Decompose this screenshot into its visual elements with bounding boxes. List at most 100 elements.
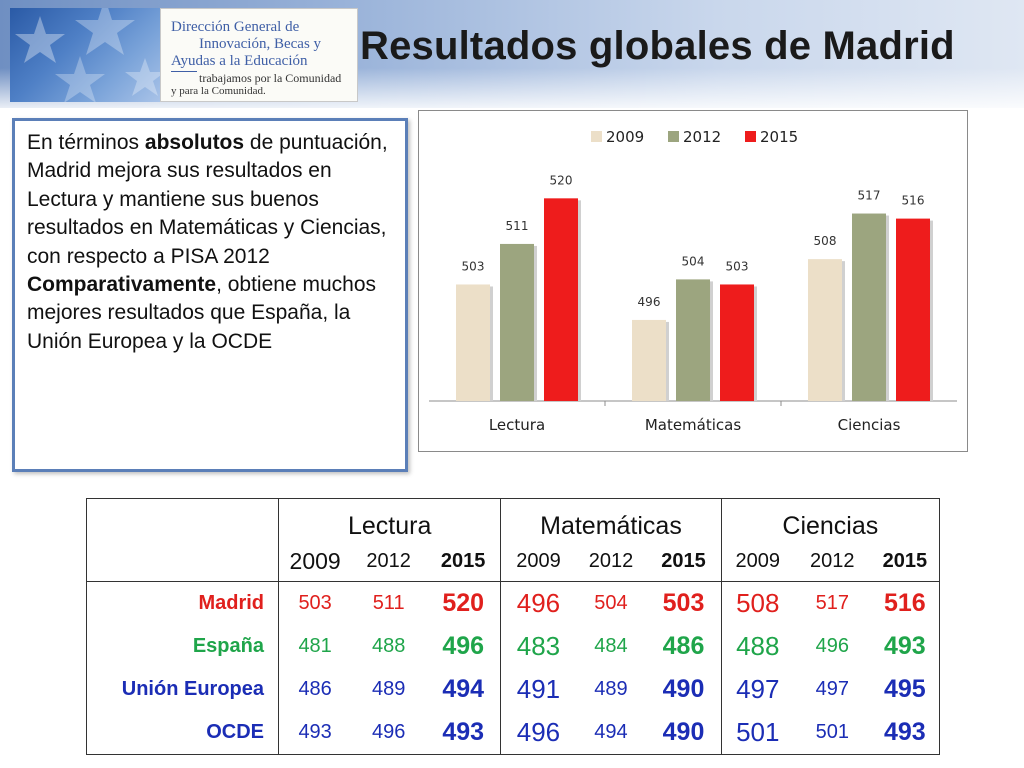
- table-year-header: 2012: [351, 541, 427, 582]
- bar: [456, 284, 490, 401]
- table-row: Madrid 503 511 520 496 504 503 508 517 516: [86, 581, 940, 625]
- table-cell: 497: [815, 678, 849, 700]
- bar-data-label: 503: [462, 259, 485, 273]
- bar-data-label: 517: [858, 189, 881, 203]
- table-cell: 494: [442, 675, 485, 703]
- logo-text-line: y para la Comunidad.: [171, 85, 266, 97]
- logo-text-line: Ayudas a la Educación: [171, 53, 308, 69]
- table-row: España 481 488 496 483 484 486 488 496 493: [86, 625, 940, 668]
- table-row-label: OCDE: [86, 711, 279, 755]
- table-row-label: Madrid: [86, 581, 279, 625]
- bar: [896, 218, 930, 401]
- bar-chart-svg: 2009 2012 2015 503 511 520 Lectura 496 504 503 Mat…: [429, 128, 957, 434]
- table-cell: 491: [500, 668, 576, 711]
- table-cell: 501: [720, 711, 794, 755]
- summary-text-bold: Comparativamente: [27, 273, 217, 297]
- table-year-header: 2009: [720, 541, 794, 582]
- table-cell: 493: [426, 711, 501, 755]
- table-cell: 486: [662, 632, 705, 660]
- table-cell: 496: [351, 711, 427, 755]
- bar-data-label: 508: [814, 234, 837, 248]
- legend-label: 2015: [760, 128, 798, 146]
- bar: [808, 259, 842, 401]
- table-cell: 493: [870, 711, 940, 755]
- table-cell: 489: [371, 678, 406, 700]
- table-cell: 495: [870, 668, 940, 711]
- logo-text-line: Innovación, Becas y: [199, 36, 322, 52]
- table-year-header: 2012: [793, 541, 871, 582]
- logo-text-line: trabajamos por la Comunidad: [199, 71, 342, 85]
- table-cell: 517: [815, 592, 849, 614]
- table-year-header: 2009: [278, 541, 352, 582]
- table-row-label: Unión Europea: [86, 668, 279, 711]
- logo-stars-image: [10, 8, 160, 102]
- table-row: Unión Europea 486 489 494 491 489 490 497 497 495: [86, 668, 940, 711]
- summary-textbox: En términos absolutos de puntuación, Mad…: [12, 118, 408, 472]
- summary-text-bold: absolutos: [144, 131, 245, 154]
- slide-title: Resultados globales de Madrid: [360, 24, 955, 68]
- logo-rule: [171, 71, 197, 72]
- table-corner: [86, 498, 279, 582]
- table-cell: 496: [500, 581, 576, 625]
- x-axis-category-label: Matemáticas: [645, 416, 742, 434]
- table-row-label: España: [86, 625, 279, 668]
- table-cell: 516: [870, 581, 940, 625]
- table-cell: 483: [500, 625, 576, 668]
- table-group-header: Matemáticas: [500, 498, 722, 541]
- bar: [632, 319, 666, 401]
- table-cell: 511: [372, 592, 405, 614]
- table-year-header: 2015: [426, 541, 501, 582]
- table-cell: 488: [720, 625, 794, 668]
- table-cell: 496: [442, 632, 485, 660]
- bar: [676, 279, 710, 401]
- table-cell: 489: [594, 678, 628, 700]
- table-cell: 484: [594, 635, 628, 657]
- table-year-header: 2012: [575, 541, 647, 582]
- table-cell: 494: [575, 711, 647, 755]
- table-cell: 493: [870, 625, 940, 668]
- table-cell: 504: [594, 592, 628, 614]
- table-cell: 496: [815, 635, 849, 657]
- legend-swatch: [591, 131, 602, 142]
- legend-label: 2012: [683, 128, 721, 146]
- table-row: OCDE 493 496 493 496 494 490 501 501 493: [86, 711, 940, 755]
- table-cell: 520: [442, 589, 485, 617]
- table-cell: 488: [371, 635, 406, 657]
- bar-data-label: 516: [902, 194, 925, 208]
- table-cell: 496: [500, 711, 576, 755]
- bar-data-label: 511: [506, 219, 529, 233]
- table-cell: 503: [278, 581, 352, 625]
- legend-swatch: [668, 131, 679, 142]
- table-group-header: Ciencias: [720, 498, 941, 541]
- bar-data-label: 503: [726, 259, 749, 273]
- table-cell: 481: [278, 625, 352, 668]
- table-cell: 497: [720, 668, 794, 711]
- summary-text: En términos: [27, 131, 145, 154]
- logo: Dirección General de Innovación, Becas y…: [160, 8, 358, 102]
- table-cell: 508: [720, 581, 794, 625]
- table-cell: 501: [793, 711, 871, 755]
- table-cell: 493: [278, 711, 352, 755]
- summary-text: de puntuación, Madrid mejora sus resulta…: [27, 131, 388, 268]
- summary-text: , obtiene muchos mejores resultados que …: [27, 273, 376, 353]
- table-year-header: 2009: [500, 541, 576, 582]
- bar: [852, 213, 886, 401]
- table-cell: 490: [662, 675, 705, 703]
- table-group-header: Lectura: [277, 498, 501, 541]
- table-cell: 486: [278, 668, 352, 711]
- table-year-header: 2015: [870, 541, 940, 582]
- x-axis-category-label: Ciencias: [838, 416, 901, 434]
- legend-label: 2009: [606, 128, 644, 146]
- table-year-header: 2015: [646, 541, 722, 582]
- table-cell: 490: [646, 711, 722, 755]
- bar: [500, 243, 534, 401]
- logo-text-line: Dirección General de: [171, 19, 300, 35]
- bar-chart: 2009 2012 2015 503 511 520 Lectura 496 504 503 Mat…: [418, 110, 968, 452]
- bar-data-label: 496: [638, 295, 661, 309]
- table-cell: 503: [662, 589, 705, 617]
- bar-data-label: 520: [550, 173, 573, 187]
- bar-data-label: 504: [682, 254, 705, 268]
- bar: [720, 284, 754, 401]
- x-axis-category-label: Lectura: [489, 416, 545, 434]
- legend-swatch: [745, 131, 756, 142]
